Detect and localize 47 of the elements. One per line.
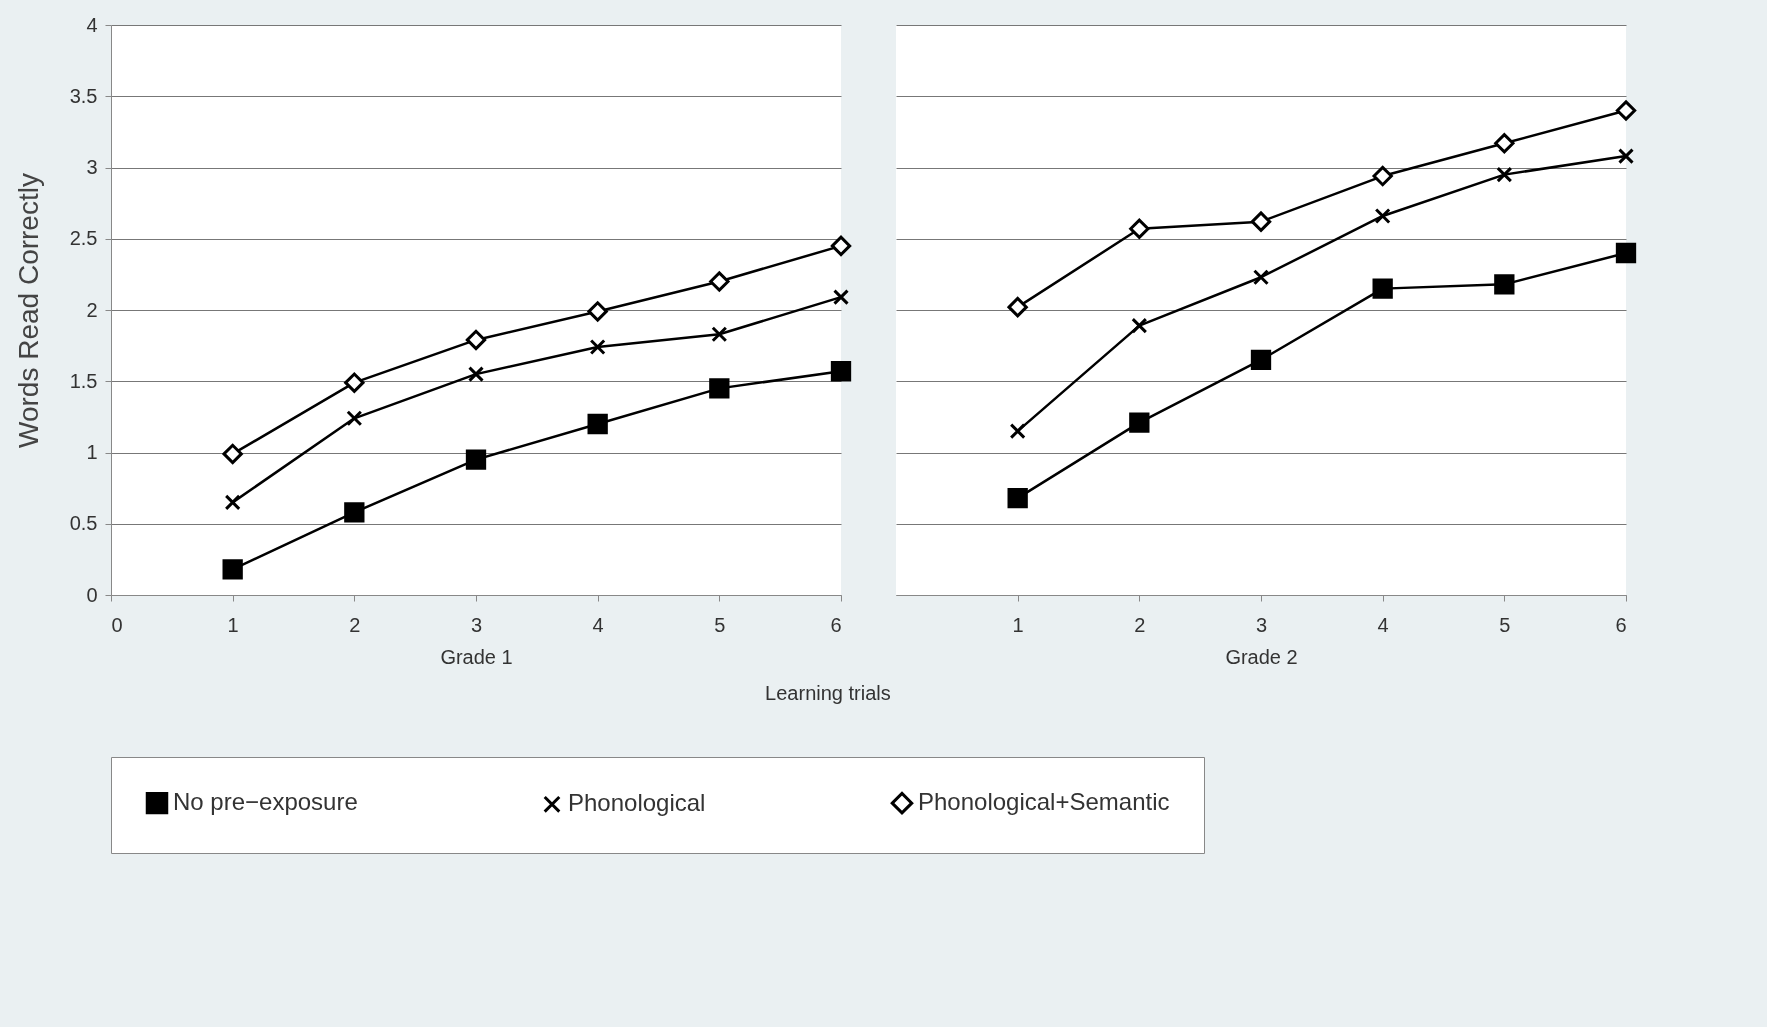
point bbox=[1374, 207, 1391, 224]
legend-label: No pre−exposure bbox=[173, 788, 358, 816]
x-tick-label: 6 bbox=[830, 613, 842, 636]
point bbox=[1009, 423, 1026, 440]
point bbox=[1129, 218, 1150, 239]
x-tick-label: 1 bbox=[1012, 613, 1024, 636]
x-tick-label: 1 bbox=[227, 613, 239, 636]
point bbox=[1615, 242, 1637, 264]
point bbox=[1372, 165, 1393, 187]
point bbox=[1372, 278, 1393, 299]
point bbox=[1250, 349, 1272, 371]
point bbox=[1007, 487, 1028, 509]
y-tick-label: 3.5 bbox=[69, 84, 98, 107]
x-tick-label: 0 bbox=[111, 613, 123, 636]
x-tick-label: 5 bbox=[1499, 613, 1511, 636]
point bbox=[1253, 269, 1269, 286]
y-tick-label: 0 bbox=[86, 583, 98, 606]
point bbox=[1615, 100, 1637, 121]
x-axis-title: Grade 1 bbox=[440, 645, 513, 668]
y-tick-label: 2.5 bbox=[69, 227, 98, 250]
y-tick-label: 1 bbox=[86, 441, 98, 463]
x-tick-label: 2 bbox=[1134, 613, 1146, 636]
x-tick-label: 4 bbox=[592, 613, 604, 636]
legend-label: Phonological bbox=[568, 789, 706, 817]
point bbox=[1494, 274, 1515, 295]
y-axis-title: Words Read Correctly bbox=[12, 173, 44, 448]
legend-label: Phonological+Semantic bbox=[918, 788, 1170, 816]
x-tick-label: 3 bbox=[1255, 613, 1268, 636]
point bbox=[1250, 211, 1272, 232]
y-tick-label: 0.5 bbox=[69, 512, 98, 535]
x-tick-label: 5 bbox=[714, 613, 726, 636]
y-tick-label: 3 bbox=[86, 156, 98, 178]
point bbox=[1496, 166, 1513, 183]
x-tick-label: 6 bbox=[1615, 613, 1627, 636]
x-tick-label: 3 bbox=[470, 613, 483, 636]
text: Learning trials bbox=[765, 681, 891, 704]
x-tick-label: 4 bbox=[1377, 613, 1389, 636]
point bbox=[1618, 148, 1634, 165]
x-tick-label: 2 bbox=[349, 613, 361, 636]
y-tick-label: 4 bbox=[86, 13, 98, 36]
point bbox=[1129, 412, 1150, 433]
x-axis-title: Grade 2 bbox=[1225, 645, 1298, 668]
y-tick-label: 1.5 bbox=[69, 369, 98, 392]
point bbox=[1494, 133, 1515, 154]
point bbox=[1131, 317, 1148, 334]
point bbox=[1007, 296, 1028, 318]
y-tick-label: 2 bbox=[86, 298, 98, 321]
